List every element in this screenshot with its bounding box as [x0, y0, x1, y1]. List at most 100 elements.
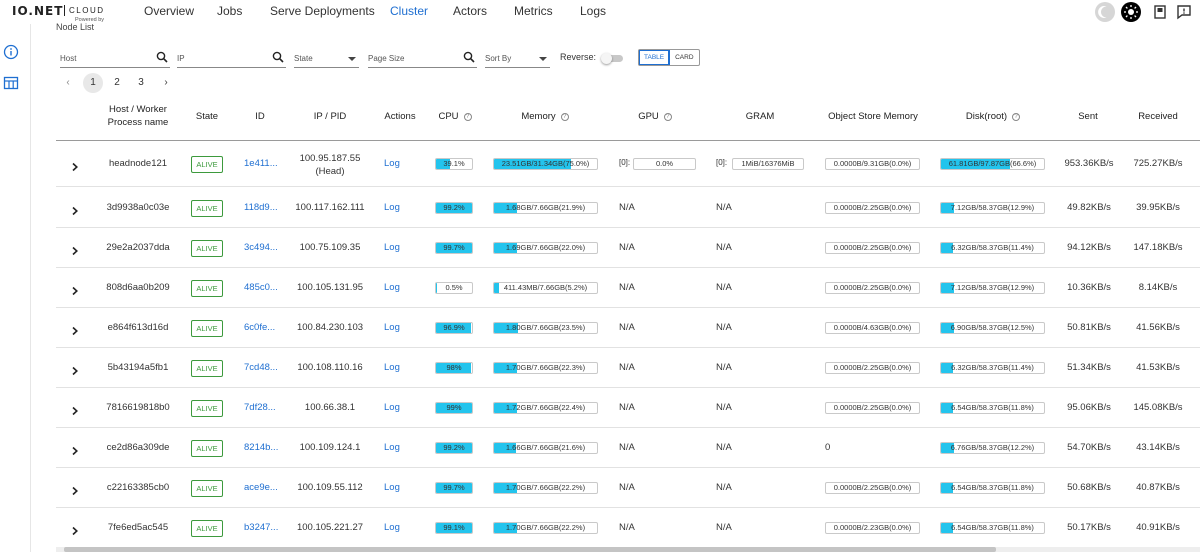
- theme-dark-icon[interactable]: [1120, 1, 1142, 23]
- table-view-button[interactable]: TABLE: [639, 50, 671, 65]
- nav-metrics[interactable]: Metrics: [514, 4, 553, 18]
- chevron-right-icon[interactable]: [70, 443, 80, 456]
- help-icon[interactable]: ?: [1012, 113, 1021, 121]
- page-1-button[interactable]: 1: [83, 73, 103, 93]
- page-3-button[interactable]: 3: [138, 77, 144, 88]
- nav-serve-deployments[interactable]: Serve Deployments: [270, 4, 375, 18]
- node-id-link[interactable]: 485c0...: [244, 282, 278, 293]
- log-link[interactable]: Log: [384, 482, 400, 493]
- disk-usage-bar-fill: [941, 283, 955, 293]
- node-id-link[interactable]: 7cd48...: [244, 362, 278, 373]
- log-link[interactable]: Log: [384, 362, 400, 373]
- object-store-bar: 0.0000B/2.25GB(0.0%): [825, 402, 920, 414]
- nav-jobs[interactable]: Jobs: [217, 4, 243, 18]
- column-header-ip[interactable]: IP / PID: [313, 111, 347, 122]
- column-header-state[interactable]: State: [195, 111, 219, 122]
- chevron-right-icon[interactable]: [70, 523, 80, 536]
- nav-actors[interactable]: Actors: [453, 4, 488, 18]
- memory-usage-bar-fill: [494, 243, 517, 253]
- column-header-object-store-memory[interactable]: Object Store Memory: [828, 111, 918, 122]
- chevron-right-icon[interactable]: [70, 159, 80, 172]
- host-filter-input[interactable]: Host: [60, 50, 170, 68]
- column-header-memory[interactable]: Memory?: [508, 110, 582, 123]
- nav-overview[interactable]: Overview: [144, 4, 195, 18]
- card-view-button[interactable]: CARD: [675, 54, 694, 61]
- log-link[interactable]: Log: [384, 158, 400, 169]
- help-icon[interactable]: ?: [463, 113, 472, 121]
- log-link[interactable]: Log: [384, 402, 400, 413]
- ionet-logo[interactable]: IO.NET CLOUD Powered by: [12, 3, 120, 25]
- log-link[interactable]: Log: [384, 442, 400, 453]
- ip-filter-input[interactable]: IP: [177, 50, 286, 68]
- node-id-link[interactable]: b3247...: [244, 522, 279, 533]
- theme-light-icon[interactable]: [1094, 1, 1116, 23]
- column-header-disk[interactable]: Disk(root)?: [955, 110, 1031, 123]
- memory-usage-bar: 1.68GB/7.66GB(21.9%): [493, 202, 598, 214]
- column-header-received[interactable]: Received: [1138, 111, 1178, 122]
- chevron-right-icon[interactable]: [70, 323, 80, 336]
- cpu-usage-bar-text: 0.5%: [445, 283, 463, 292]
- node-id-link[interactable]: 7df28...: [244, 402, 276, 413]
- next-page-icon[interactable]: ›: [164, 77, 168, 88]
- gpu-value: N/A: [619, 482, 635, 493]
- node-id-link[interactable]: 8214b...: [244, 442, 279, 453]
- info-icon[interactable]: [3, 44, 19, 60]
- cpu-usage-bar: 99.7%: [435, 242, 473, 254]
- disk-usage-bar: 6.90GB/58.37GB(12.5%): [940, 322, 1045, 334]
- object-store-bar: 0.0000B/2.23GB(0.0%): [825, 522, 920, 534]
- node-id-link[interactable]: ace9e...: [244, 482, 278, 493]
- feedback-icon[interactable]: [1173, 1, 1195, 23]
- chevron-right-icon[interactable]: [70, 403, 80, 416]
- received-rate: 725.27KB/s: [1133, 158, 1183, 169]
- book-icon[interactable]: [1149, 1, 1171, 23]
- column-header-actions[interactable]: Actions: [384, 111, 416, 122]
- chevron-right-icon[interactable]: [70, 283, 80, 296]
- help-icon[interactable]: ?: [560, 113, 569, 121]
- memory-usage-bar: 1.69GB/7.66GB(22.0%): [493, 242, 598, 254]
- help-icon[interactable]: ?: [663, 113, 672, 121]
- node-id-link[interactable]: 118d9...: [244, 202, 278, 213]
- column-header-id[interactable]: ID: [255, 111, 265, 122]
- column-header-gram[interactable]: GRAM: [745, 111, 775, 122]
- chevron-right-icon[interactable]: [70, 363, 80, 376]
- chevron-right-icon[interactable]: [70, 243, 80, 256]
- object-store-bar: 0.0000B/4.63GB(0.0%): [825, 322, 920, 334]
- prev-page-icon[interactable]: ‹: [66, 77, 70, 88]
- disk-usage-bar-text: 6.54GB/58.37GB(11.8%): [951, 403, 1034, 412]
- received-rate: 40.87KB/s: [1136, 482, 1180, 493]
- horizontal-scrollbar[interactable]: [56, 547, 1200, 552]
- cpu-usage-bar-fill: [436, 483, 472, 493]
- cpu-usage-bar-fill: [436, 203, 472, 213]
- reverse-toggle-knob: [601, 53, 612, 64]
- log-link[interactable]: Log: [384, 242, 400, 253]
- log-link[interactable]: Log: [384, 522, 400, 533]
- page-2-button[interactable]: 2: [114, 77, 120, 88]
- disk-usage-bar: 6.32GB/58.37GB(11.4%): [940, 242, 1045, 254]
- scrollbar-thumb[interactable]: [64, 547, 996, 552]
- host-name: headnode121: [108, 158, 168, 169]
- node-id-link[interactable]: 3c494...: [244, 242, 278, 253]
- host-name: 7816619818b0: [106, 402, 170, 413]
- log-link[interactable]: Log: [384, 202, 400, 213]
- table-view-icon[interactable]: [3, 75, 19, 91]
- left-rail: [0, 24, 31, 552]
- nav-logs[interactable]: Logs: [580, 4, 607, 18]
- page-size-input[interactable]: Page Size: [368, 50, 477, 68]
- log-link[interactable]: Log: [384, 282, 400, 293]
- node-id-link[interactable]: 1e411...: [244, 158, 278, 169]
- column-header-host[interactable]: Host / Worker Process name: [100, 103, 176, 129]
- chevron-right-icon[interactable]: [70, 483, 80, 496]
- disk-usage-bar-text: 6.54GB/58.37GB(11.8%): [951, 523, 1034, 532]
- column-header-host-line2: Process name: [107, 117, 169, 128]
- state-filter-select[interactable]: State: [294, 50, 359, 68]
- disk-usage-bar: 7.12GB/58.37GB(12.9%): [940, 282, 1045, 294]
- column-header-gpu[interactable]: GPU?: [630, 110, 680, 123]
- log-link[interactable]: Log: [384, 322, 400, 333]
- node-id-link[interactable]: 6c0fe...: [244, 322, 276, 333]
- column-header-cpu[interactable]: CPU?: [430, 110, 480, 123]
- sort-by-select[interactable]: Sort By: [485, 50, 550, 68]
- reverse-toggle[interactable]: [601, 53, 625, 64]
- nav-cluster[interactable]: Cluster: [390, 4, 429, 18]
- chevron-right-icon[interactable]: [70, 203, 80, 216]
- column-header-sent[interactable]: Sent: [1078, 111, 1098, 122]
